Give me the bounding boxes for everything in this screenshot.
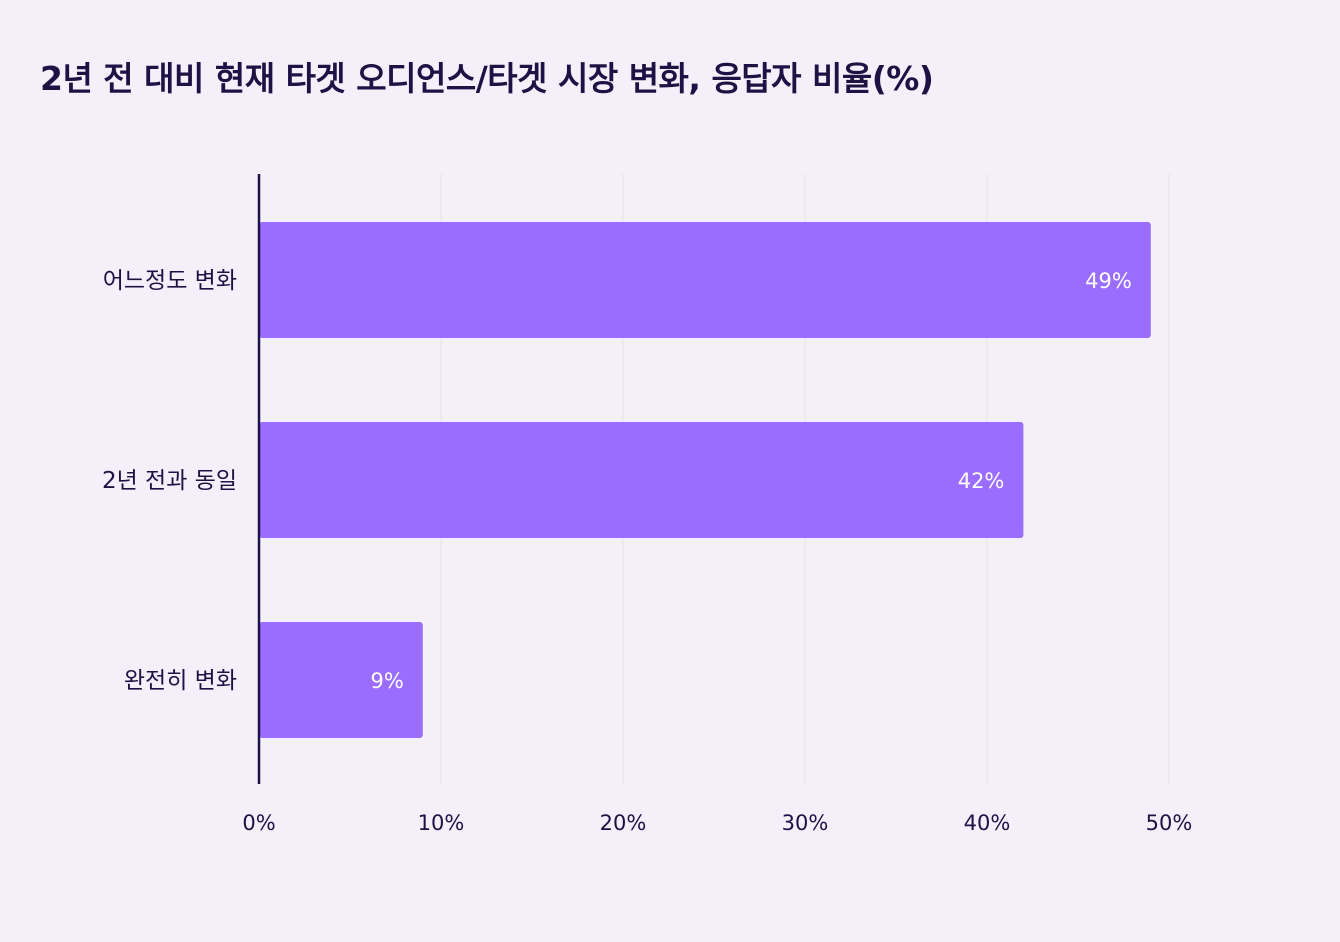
- x-tick-label: 30%: [782, 811, 829, 835]
- x-tick-label: 10%: [418, 811, 465, 835]
- bar: [259, 422, 1024, 538]
- x-tick-label: 50%: [1146, 811, 1193, 835]
- bar: [259, 222, 1151, 338]
- bar: [259, 622, 423, 738]
- data-label: 49%: [1085, 269, 1132, 293]
- category-label: 완전히 변화: [124, 668, 237, 694]
- x-tick-label: 20%: [600, 811, 647, 835]
- data-labels: 49% 42% 9%: [370, 269, 1131, 693]
- x-tick-label: 40%: [964, 811, 1011, 835]
- category-label: 어느정도 변화: [103, 268, 237, 294]
- chart-title: 2년 전 대비 현재 타겟 오디언스/타겟 시장 변화, 응답자 비율(%): [40, 59, 934, 98]
- x-tick-label: 0%: [242, 811, 275, 835]
- x-tick-labels: 0% 10% 20% 30% 40% 50%: [242, 811, 1192, 835]
- data-label: 42%: [958, 469, 1005, 493]
- bars: [259, 222, 1151, 738]
- category-label: 2년 전과 동일: [102, 468, 237, 494]
- data-label: 9%: [370, 669, 403, 693]
